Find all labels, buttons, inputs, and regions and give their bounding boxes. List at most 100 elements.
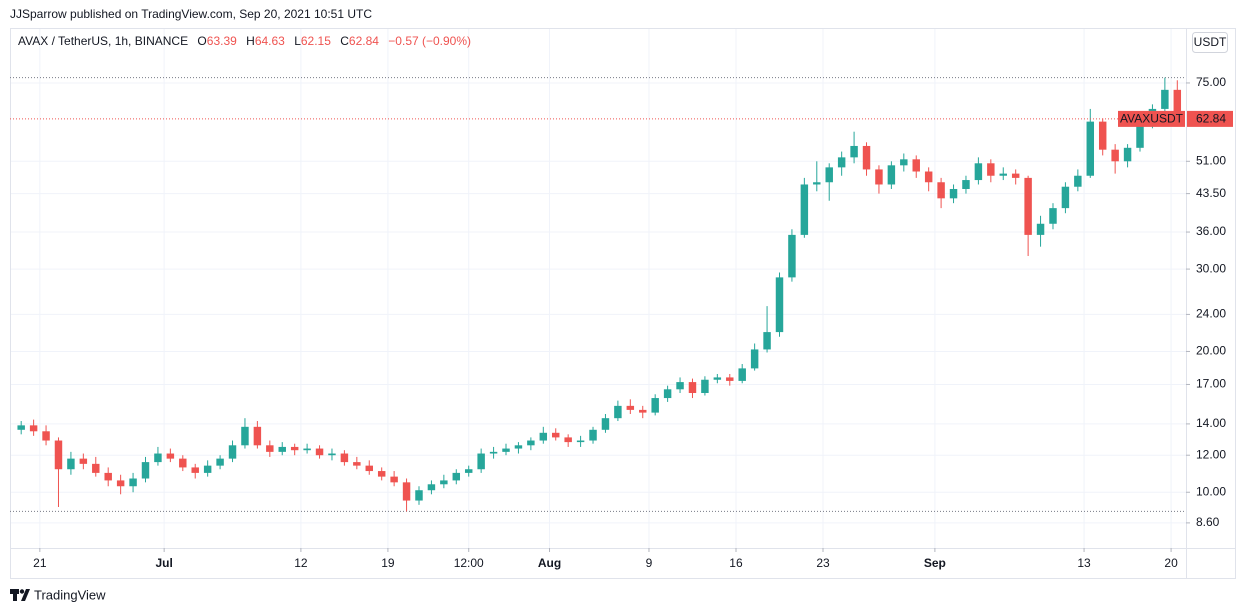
symbol-legend: AVAX / TetherUS, 1h, BINANCE O63.39 H64.… <box>18 34 471 48</box>
candle-body <box>726 377 734 381</box>
candle-body <box>788 234 796 278</box>
candle-body <box>1074 175 1082 187</box>
candle-body <box>253 426 262 446</box>
candle-body <box>614 405 622 419</box>
x-tick-label: 19 <box>381 556 395 570</box>
y-tick-label: 8.60 <box>1196 515 1220 529</box>
y-tick-label: 14.00 <box>1196 416 1226 430</box>
candle-body <box>651 398 659 413</box>
candle-body <box>42 431 50 441</box>
candle-body <box>676 382 684 390</box>
candle-body <box>54 440 63 470</box>
candle-body <box>887 165 896 185</box>
logo-part <box>21 589 30 601</box>
candle-body <box>900 159 908 166</box>
candle-body <box>440 480 448 485</box>
candle-body <box>1086 121 1095 176</box>
ohlc-key: C <box>340 34 349 48</box>
y-tick-label: 10.00 <box>1196 484 1226 498</box>
x-tick-label: Sep <box>924 556 946 570</box>
candle-body <box>1036 223 1045 235</box>
candle-body <box>477 453 485 470</box>
candle-body <box>92 463 100 473</box>
ohlc-value: 62.84 <box>349 34 379 48</box>
candle-body <box>738 368 746 381</box>
candle-body <box>79 458 88 464</box>
currency-label[interactable]: USDT <box>1194 35 1227 49</box>
candle-body <box>924 171 933 183</box>
candle-body <box>576 440 585 443</box>
candle-body <box>415 490 423 501</box>
last-price-box <box>1187 110 1233 127</box>
x-tick-label: 12:00 <box>454 556 484 570</box>
candle-body <box>601 418 610 430</box>
publish-header: JJSparrow published on TradingView.com, … <box>10 7 372 21</box>
y-tick-label: 51.00 <box>1196 153 1226 167</box>
candle-body <box>116 480 125 487</box>
candle-body <box>1011 173 1020 178</box>
y-tick-label: 75.00 <box>1196 75 1226 89</box>
x-tick-label: 12 <box>294 556 308 570</box>
candle-body <box>626 405 635 410</box>
x-tick-label: Jul <box>155 556 172 570</box>
ohlc-value: 62.15 <box>301 34 331 48</box>
candle-body <box>29 425 38 432</box>
candle-body <box>489 451 498 454</box>
x-tick-label: 16 <box>729 556 743 570</box>
candle-body <box>464 469 473 473</box>
logo-part <box>10 589 19 594</box>
candle-body <box>303 448 311 451</box>
candle-body <box>800 184 809 235</box>
candle-body <box>862 145 871 170</box>
footer-brand: TradingView <box>34 587 106 602</box>
candle-body <box>1098 121 1107 150</box>
candle-body <box>974 163 983 181</box>
candle-body <box>452 472 461 481</box>
candle-body <box>129 478 137 487</box>
candle-body <box>552 432 560 438</box>
candle-body <box>67 458 75 470</box>
symbol: AVAX / TetherUS, 1h, BINANCE <box>18 34 188 48</box>
candle-body <box>290 446 299 451</box>
candle-body <box>1136 124 1144 148</box>
candle-body <box>663 389 672 399</box>
plot <box>10 77 1186 512</box>
currency-button[interactable] <box>1192 32 1228 53</box>
candle-body <box>701 379 709 394</box>
candle-body <box>166 453 175 459</box>
candle-body <box>179 458 187 468</box>
y-tick-label: 12.00 <box>1196 447 1226 461</box>
y-tick-label: 24.00 <box>1196 307 1226 321</box>
candle-body <box>502 448 510 452</box>
candle-body <box>589 429 597 441</box>
candle-body <box>191 467 199 473</box>
candle-body <box>688 382 697 394</box>
candle-body <box>353 462 361 466</box>
symbol-tag: AVAXUSDT <box>1120 112 1184 126</box>
y-tick-label: 43.50 <box>1196 186 1226 200</box>
candle-body <box>390 476 398 483</box>
candle-body <box>1173 89 1182 119</box>
candle-body <box>1123 147 1132 162</box>
ohlc-key: L <box>294 34 301 48</box>
x-tick-label: 9 <box>646 556 653 570</box>
y-tick-label: 20.00 <box>1196 344 1226 358</box>
symbol-tag-box <box>1118 110 1185 127</box>
candle-body <box>377 471 386 477</box>
candle-body <box>1161 89 1169 109</box>
candle-body <box>987 163 995 176</box>
x-tick-label: Aug <box>538 556 561 570</box>
candle-body <box>539 432 548 441</box>
x-tick-label: 23 <box>816 556 830 570</box>
candle-body <box>514 445 523 449</box>
candle-body <box>639 409 647 413</box>
x-tick-label: 13 <box>1077 556 1091 570</box>
candle-body <box>402 482 411 501</box>
y-tick-label: 17.00 <box>1196 377 1226 391</box>
axes: 75.00 51.00 43.50 36.00 30.00 24.00 20.00 17.00… <box>33 75 1233 570</box>
candle-body <box>850 145 858 158</box>
candle-body <box>713 377 722 380</box>
grid <box>10 28 1186 548</box>
